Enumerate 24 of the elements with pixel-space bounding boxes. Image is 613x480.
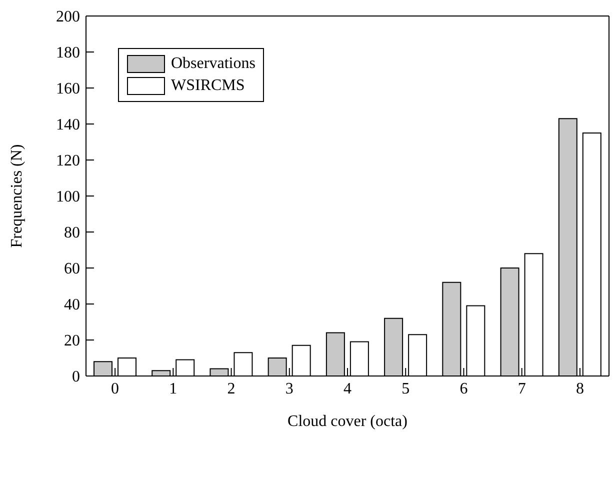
x-tick-label: 3 — [285, 380, 294, 398]
y-tick-label: 100 — [56, 188, 80, 206]
y-tick-label: 160 — [56, 80, 80, 98]
y-axis-title: Frequencies (N) — [8, 144, 26, 248]
legend-label: WSIRCMS — [171, 77, 245, 95]
y-tick-label: 40 — [64, 296, 80, 314]
y-tick-label: 140 — [56, 116, 80, 134]
x-tick-label: 7 — [518, 380, 526, 398]
y-tick-label: 60 — [64, 260, 80, 278]
x-tick-label: 1 — [169, 380, 178, 398]
y-tick-label: 180 — [56, 44, 80, 62]
y-tick-label: 20 — [64, 332, 80, 350]
y-tick-label: 0 — [72, 368, 80, 386]
y-tick-label: 200 — [56, 8, 80, 26]
y-tick-label: 80 — [64, 224, 80, 242]
legend-label: Observations — [171, 55, 256, 73]
x-tick-label: 6 — [460, 380, 468, 398]
x-tick-label: 2 — [227, 380, 236, 398]
x-tick-label: 0 — [111, 380, 120, 398]
x-axis-title: Cloud cover (octa) — [288, 413, 408, 430]
x-tick-label: 8 — [576, 380, 584, 398]
y-tick-label: 120 — [56, 152, 80, 170]
x-tick-label: 5 — [402, 380, 410, 398]
x-tick-label: 4 — [344, 380, 352, 398]
